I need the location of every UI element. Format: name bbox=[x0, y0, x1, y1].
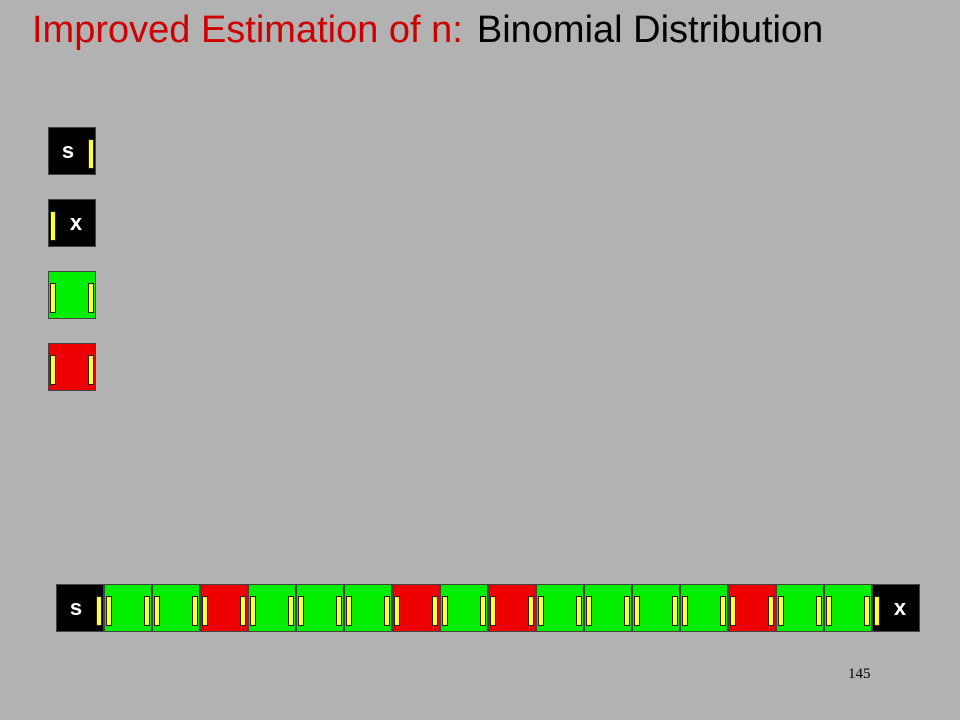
connector-bar bbox=[250, 596, 256, 626]
chain-unit-failure bbox=[728, 584, 776, 632]
chain-unit-failure bbox=[200, 584, 248, 632]
chain-unit-success bbox=[296, 584, 344, 632]
block-label: x bbox=[69, 210, 83, 235]
connector-bar bbox=[672, 596, 678, 626]
chain-unit-success bbox=[104, 584, 152, 632]
block-label: s bbox=[61, 138, 75, 163]
chain-unit-success bbox=[248, 584, 296, 632]
connector-bar bbox=[586, 596, 592, 626]
chain-unit-success bbox=[536, 584, 584, 632]
chain-unit-success bbox=[680, 584, 728, 632]
legend-block-failure bbox=[48, 343, 96, 391]
connector-bar bbox=[144, 596, 150, 626]
connector-bar bbox=[864, 596, 870, 626]
legend-block-start: s bbox=[48, 127, 96, 175]
connector-bar bbox=[480, 596, 486, 626]
chain-unit-success bbox=[152, 584, 200, 632]
connector-bar bbox=[442, 596, 448, 626]
legend-block-end: x bbox=[48, 199, 96, 247]
chain-unit-failure bbox=[392, 584, 440, 632]
connector-bar bbox=[288, 596, 294, 626]
connector-bar bbox=[682, 596, 688, 626]
chain-unit-success bbox=[584, 584, 632, 632]
connector-bar bbox=[192, 596, 198, 626]
chain-unit-success bbox=[824, 584, 872, 632]
connector-bar bbox=[50, 283, 56, 313]
chain-unit-success bbox=[632, 584, 680, 632]
connector-bar bbox=[576, 596, 582, 626]
connector-bar bbox=[720, 596, 726, 626]
connector-bar bbox=[624, 596, 630, 626]
slide-title: Improved Estimation of n: Binomial Distri… bbox=[32, 6, 823, 54]
connector-bar bbox=[730, 596, 736, 626]
connector-bar bbox=[88, 355, 94, 385]
legend-block-success bbox=[48, 271, 96, 319]
connector-bar bbox=[202, 596, 208, 626]
connector-bar bbox=[490, 596, 496, 626]
connector-bar bbox=[384, 596, 390, 626]
connector-bar bbox=[298, 596, 304, 626]
connector-bar bbox=[346, 596, 352, 626]
connector-bar bbox=[634, 596, 640, 626]
chain-unit-failure bbox=[488, 584, 536, 632]
chain-unit-success bbox=[776, 584, 824, 632]
connector-bar bbox=[528, 596, 534, 626]
connector-bar bbox=[768, 596, 774, 626]
title-prefix: Improved Estimation of n: bbox=[32, 9, 463, 51]
connector-bar bbox=[96, 596, 102, 626]
connector-bar bbox=[816, 596, 822, 626]
chain-unit-success bbox=[344, 584, 392, 632]
connector-bar bbox=[826, 596, 832, 626]
page-number: 145 bbox=[848, 666, 871, 682]
chain-start-block: s bbox=[56, 584, 104, 632]
connector-bar bbox=[874, 596, 880, 626]
block-label: s bbox=[69, 595, 83, 620]
connector-bar bbox=[432, 596, 438, 626]
connector-bar bbox=[50, 355, 56, 385]
connector-bar bbox=[336, 596, 342, 626]
connector-bar bbox=[240, 596, 246, 626]
connector-bar bbox=[88, 139, 94, 169]
connector-bar bbox=[50, 211, 56, 241]
chain-end-block: x bbox=[872, 584, 920, 632]
title-suffix: Binomial Distribution bbox=[476, 9, 824, 51]
connector-bar bbox=[394, 596, 400, 626]
connector-bar bbox=[154, 596, 160, 626]
connector-bar bbox=[106, 596, 112, 626]
connector-bar bbox=[778, 596, 784, 626]
connector-bar bbox=[538, 596, 544, 626]
block-label: x bbox=[893, 595, 907, 620]
connector-bar bbox=[88, 283, 94, 313]
chain-unit-success bbox=[440, 584, 488, 632]
